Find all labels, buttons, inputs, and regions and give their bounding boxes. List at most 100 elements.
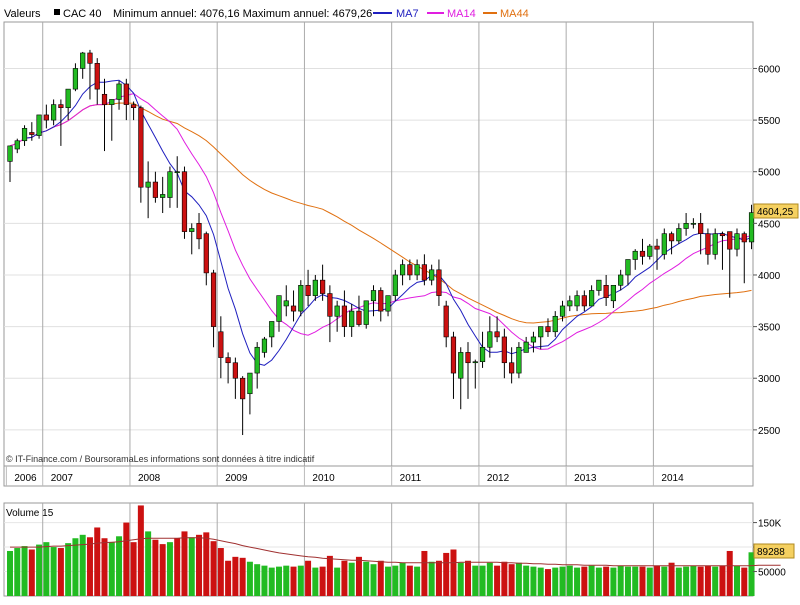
volume-bar: [406, 565, 413, 596]
candle: [581, 290, 587, 312]
volume-bar: [704, 565, 711, 596]
volume-bar: [312, 567, 319, 596]
price-tick-label: 3000: [758, 374, 781, 385]
year-tick-label: 2006: [14, 473, 37, 484]
candle-body: [574, 295, 580, 307]
candle: [363, 300, 369, 329]
candle-body: [392, 274, 398, 296]
volume-bar: [668, 562, 675, 596]
volume-bar: [14, 548, 21, 596]
volume-bar: [210, 541, 217, 596]
candle: [414, 259, 420, 281]
candle: [523, 336, 529, 353]
candle-body: [748, 212, 755, 243]
volume-bar: [566, 565, 573, 596]
candle-body: [494, 331, 500, 338]
candle-body: [429, 269, 435, 281]
price-tick-label: 3500: [758, 323, 781, 334]
candle-body: [320, 279, 326, 294]
price-tick-label: 2500: [758, 426, 781, 437]
candle: [87, 49, 93, 100]
volume-last-box: [753, 543, 795, 559]
volume-last-label: 89288: [757, 547, 785, 558]
volume-bar: [181, 531, 188, 596]
candle-body: [516, 346, 522, 374]
volume-bar: [86, 537, 93, 596]
price-tick-label: 5000: [758, 168, 781, 179]
year-tick-label: 2011: [400, 473, 422, 484]
candle-body: [349, 310, 355, 327]
candle-body: [712, 233, 718, 255]
year-tick-label: 2013: [574, 473, 597, 484]
candle: [574, 290, 580, 312]
candle: [101, 78, 108, 152]
candle: [429, 264, 435, 286]
legend-ma14-label: MA14: [447, 8, 476, 20]
candle: [567, 295, 573, 312]
candle: [160, 176, 166, 214]
candle-body: [130, 104, 137, 109]
volume-bar: [661, 566, 668, 596]
candle: [21, 125, 28, 146]
candle-body: [581, 295, 587, 307]
volume-bar: [617, 565, 624, 596]
candle-body: [269, 321, 275, 338]
candle: [443, 300, 449, 348]
candle: [196, 213, 202, 250]
last-price-label: 4604,25: [757, 207, 794, 218]
candle-body: [225, 357, 231, 364]
candle: [65, 88, 71, 121]
candle: [378, 287, 384, 322]
candle-body: [181, 171, 188, 232]
candle: [7, 145, 13, 183]
candle: [487, 316, 493, 358]
candle: [676, 223, 682, 244]
candle-body: [545, 326, 551, 333]
volume-bar: [450, 549, 457, 596]
price-axis: 2500 3000 3500 4000 4500 5000 5500 6000: [753, 64, 781, 437]
candle-body: [7, 145, 13, 162]
volume-bar: [297, 565, 304, 596]
volume-bar: [734, 565, 740, 596]
volume-ma-polyline: [10, 537, 781, 567]
candle: [588, 285, 595, 307]
candle: [632, 249, 638, 270]
candle-body: [21, 128, 28, 142]
candle: [36, 114, 42, 139]
volume-bar: [145, 531, 152, 596]
candle: [109, 99, 115, 141]
volume-last-tag: 89288: [753, 543, 795, 559]
candle: [145, 161, 151, 219]
candle-body: [458, 352, 464, 379]
volume-bar: [152, 539, 159, 596]
volume-bar: [559, 566, 566, 596]
volume-bar: [385, 566, 392, 596]
candle-body: [683, 223, 689, 229]
candle: [748, 204, 755, 250]
candle: [138, 105, 144, 203]
candle: [210, 269, 217, 348]
candle-body: [567, 300, 573, 307]
volume-bar: [355, 556, 362, 596]
volume-bar: [632, 566, 639, 596]
candle-body: [356, 310, 362, 325]
candle-body: [283, 300, 289, 307]
candle: [334, 300, 340, 332]
volume-bar: [610, 567, 617, 596]
candle-body: [654, 245, 660, 250]
candle: [370, 285, 377, 317]
candle: [189, 223, 195, 255]
candle-body: [385, 295, 391, 312]
candle-body: [436, 269, 442, 296]
candle-body: [261, 338, 268, 353]
candle: [349, 303, 355, 337]
volume-bar: [639, 566, 646, 596]
candle: [516, 342, 522, 379]
volume-bar: [472, 565, 479, 596]
candle: [392, 269, 398, 301]
volume-bar: [508, 564, 515, 596]
candle-body: [552, 315, 558, 333]
candle-body: [160, 194, 166, 198]
volume-bar: [515, 562, 522, 596]
candle: [596, 279, 602, 296]
